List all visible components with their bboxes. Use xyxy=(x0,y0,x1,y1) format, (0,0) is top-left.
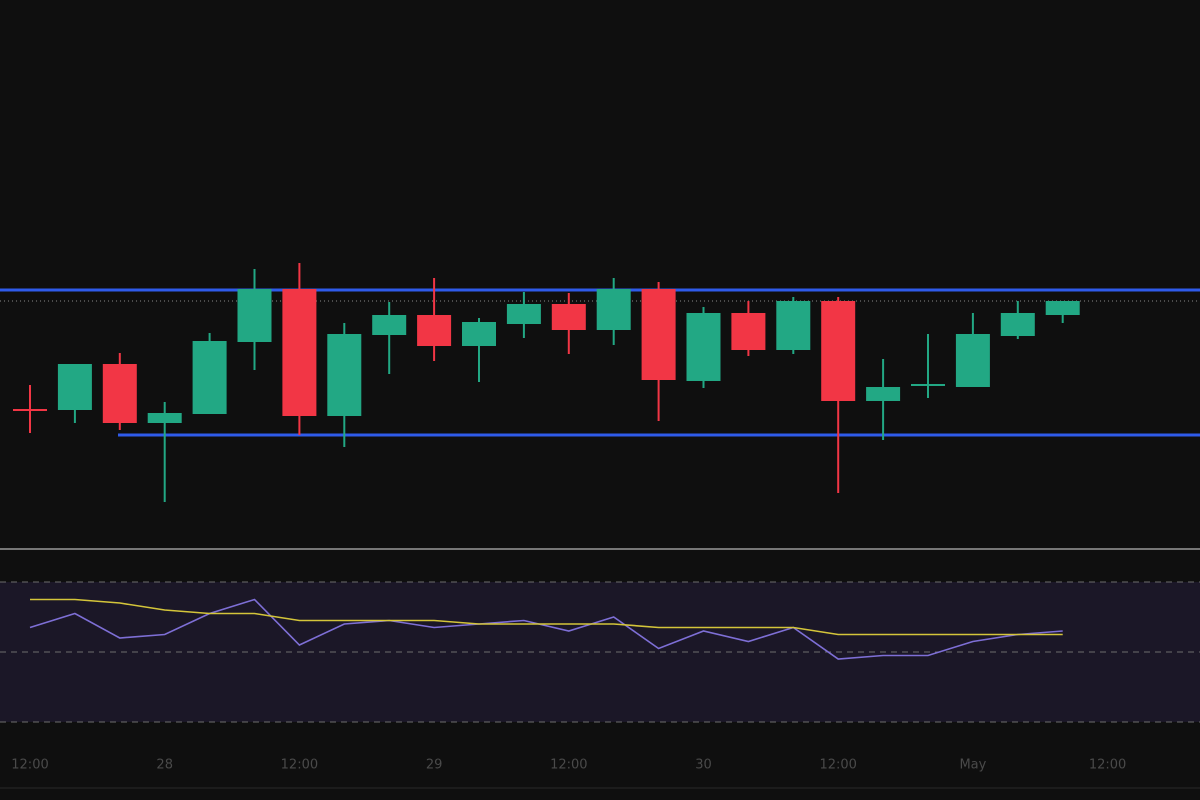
candle-body xyxy=(955,334,990,387)
x-tick-label: 30 xyxy=(695,758,712,773)
x-tick-label: May xyxy=(959,758,986,773)
candle-body xyxy=(13,409,47,411)
candle-body xyxy=(821,301,856,401)
rsi-line xyxy=(30,598,1063,636)
candle-body xyxy=(237,289,272,342)
candle-body xyxy=(551,304,586,330)
x-tick-label: 12:00 xyxy=(819,758,856,773)
candle-body xyxy=(731,313,766,350)
candle-body xyxy=(596,289,631,330)
candle-body xyxy=(1045,301,1080,315)
candle-body xyxy=(911,384,945,386)
candle-body xyxy=(641,289,676,380)
candle-body xyxy=(462,322,496,346)
candle-body xyxy=(372,315,407,335)
rsi-line xyxy=(29,598,1063,660)
candle-body xyxy=(866,387,901,401)
candle-body xyxy=(686,313,721,381)
candle-body xyxy=(282,289,317,416)
x-tick-label: 12:00 xyxy=(281,758,318,773)
candle-body xyxy=(57,364,92,410)
candle-body xyxy=(1000,313,1035,336)
candle-body xyxy=(192,341,227,414)
x-tick-label: 12:00 xyxy=(1089,758,1126,773)
candle-body xyxy=(147,413,182,423)
x-tick-label: 12:00 xyxy=(550,758,587,773)
candle-body xyxy=(327,334,362,416)
x-tick-label: 12:00 xyxy=(11,758,48,773)
candle-body xyxy=(776,301,811,350)
candle-body xyxy=(417,315,452,346)
x-tick-label: 29 xyxy=(426,758,443,773)
candle-body xyxy=(102,364,137,423)
candle-body xyxy=(506,304,541,324)
x-tick-label: 28 xyxy=(156,758,173,773)
